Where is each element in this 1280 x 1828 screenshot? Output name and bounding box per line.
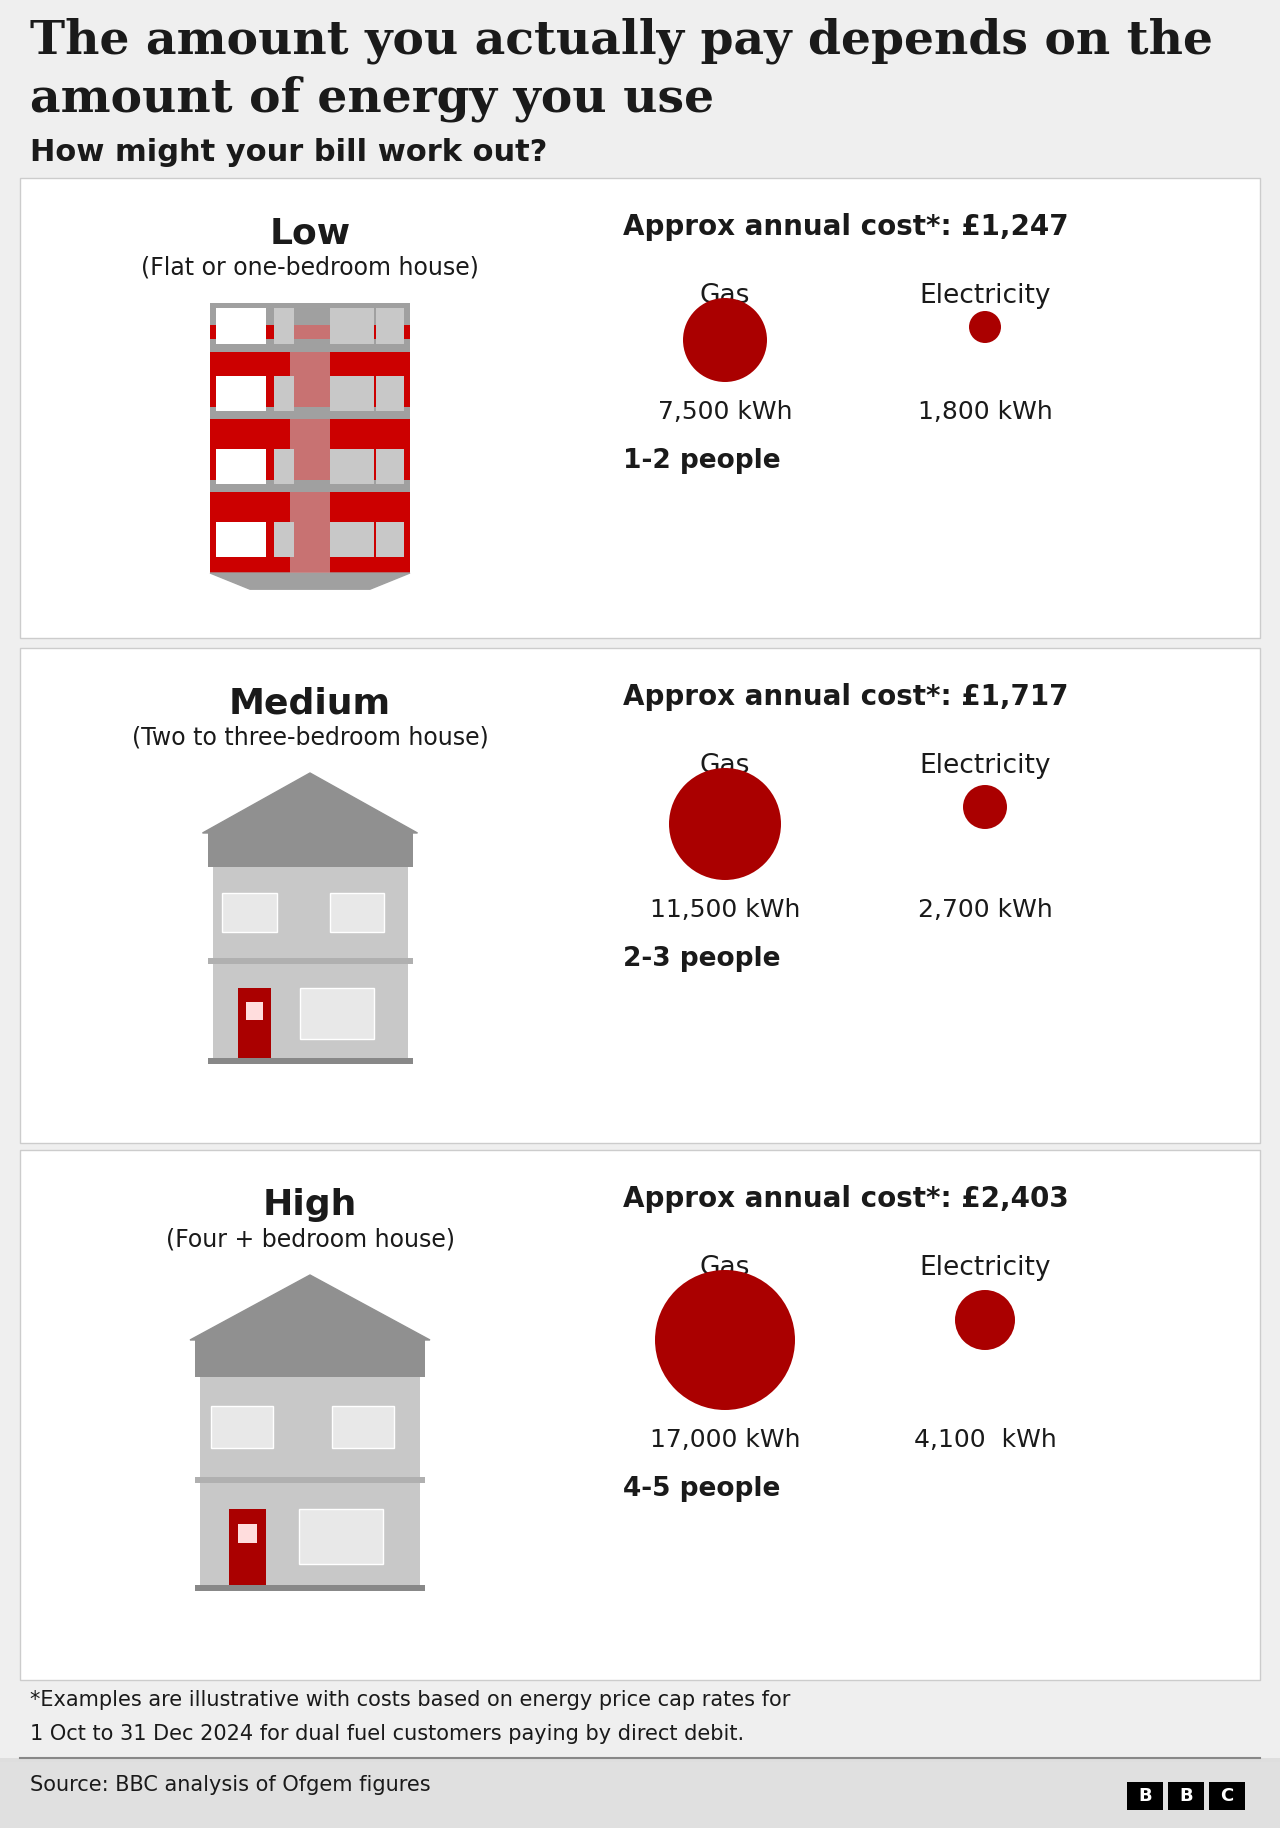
- Text: 17,000 kWh: 17,000 kWh: [650, 1428, 800, 1451]
- Text: 4-5 people: 4-5 people: [623, 1475, 781, 1503]
- Text: *Examples are illustrative with costs based on energy price cap rates for: *Examples are illustrative with costs ba…: [29, 1691, 790, 1709]
- Text: Gas: Gas: [700, 753, 750, 779]
- Bar: [229, 1510, 266, 1585]
- Bar: [210, 325, 410, 572]
- FancyBboxPatch shape: [20, 177, 1260, 638]
- Text: Source: BBC analysis of Ofgem figures: Source: BBC analysis of Ofgem figures: [29, 1775, 430, 1795]
- Text: 1-2 people: 1-2 people: [623, 448, 781, 473]
- Bar: [216, 521, 266, 558]
- Text: 4,100  kWh: 4,100 kWh: [914, 1428, 1056, 1451]
- Text: 1 Oct to 31 Dec 2024 for dual fuel customers paying by direct debit.: 1 Oct to 31 Dec 2024 for dual fuel custo…: [29, 1724, 744, 1744]
- Bar: [195, 1585, 425, 1590]
- Text: Electricity: Electricity: [919, 1256, 1051, 1281]
- Polygon shape: [202, 773, 417, 834]
- Bar: [195, 1477, 425, 1483]
- Bar: [246, 1002, 262, 1020]
- Bar: [207, 958, 412, 963]
- Text: Approx annual cost*: £2,403: Approx annual cost*: £2,403: [623, 1185, 1069, 1214]
- Bar: [1210, 1782, 1245, 1810]
- Text: High: High: [262, 1188, 357, 1221]
- Bar: [216, 377, 266, 411]
- Bar: [1169, 1782, 1204, 1810]
- Bar: [274, 521, 294, 558]
- Bar: [274, 450, 294, 484]
- Bar: [330, 309, 374, 344]
- Bar: [376, 377, 404, 411]
- Text: Gas: Gas: [700, 283, 750, 309]
- Text: The amount you actually pay depends on the: The amount you actually pay depends on t…: [29, 18, 1213, 64]
- Bar: [376, 450, 404, 484]
- Bar: [330, 377, 374, 411]
- Bar: [210, 303, 410, 325]
- Bar: [210, 340, 410, 351]
- Bar: [207, 1058, 412, 1064]
- Text: amount of energy you use: amount of energy you use: [29, 75, 714, 121]
- Polygon shape: [210, 572, 410, 589]
- Text: (Four + bedroom house): (Four + bedroom house): [165, 1228, 454, 1252]
- Bar: [1126, 1782, 1164, 1810]
- Text: (Flat or one-bedroom house): (Flat or one-bedroom house): [141, 256, 479, 280]
- Text: 2-3 people: 2-3 people: [623, 947, 781, 972]
- Bar: [274, 377, 294, 411]
- Bar: [216, 450, 266, 484]
- Bar: [376, 521, 404, 558]
- Text: Medium: Medium: [229, 686, 392, 720]
- Text: Approx annual cost*: £1,247: Approx annual cost*: £1,247: [623, 214, 1069, 241]
- Ellipse shape: [963, 784, 1007, 830]
- Text: 1,800 kWh: 1,800 kWh: [918, 400, 1052, 424]
- Text: Electricity: Electricity: [919, 283, 1051, 309]
- Text: 11,500 kWh: 11,500 kWh: [650, 898, 800, 921]
- Text: (Two to three-bedroom house): (Two to three-bedroom house): [132, 726, 489, 749]
- Bar: [223, 894, 276, 932]
- Ellipse shape: [655, 1270, 795, 1409]
- Bar: [211, 1406, 273, 1448]
- Bar: [210, 479, 410, 492]
- Text: Approx annual cost*: £1,717: Approx annual cost*: £1,717: [623, 684, 1069, 711]
- Text: C: C: [1220, 1788, 1234, 1804]
- Polygon shape: [189, 1274, 430, 1340]
- Text: 7,500 kWh: 7,500 kWh: [658, 400, 792, 424]
- Bar: [332, 1406, 394, 1448]
- Bar: [291, 325, 330, 572]
- Text: Low: Low: [269, 216, 351, 250]
- Bar: [376, 309, 404, 344]
- Bar: [200, 1375, 420, 1585]
- Bar: [210, 408, 410, 419]
- Bar: [300, 1510, 383, 1565]
- Text: B: B: [1179, 1788, 1193, 1804]
- Ellipse shape: [669, 768, 781, 879]
- Text: How might your bill work out?: How might your bill work out?: [29, 137, 548, 166]
- Bar: [195, 1340, 425, 1376]
- Bar: [330, 450, 374, 484]
- FancyBboxPatch shape: [20, 647, 1260, 1142]
- Bar: [274, 309, 294, 344]
- Bar: [238, 1525, 257, 1543]
- Ellipse shape: [684, 298, 767, 382]
- Bar: [207, 834, 412, 866]
- Text: Gas: Gas: [700, 1256, 750, 1281]
- Text: B: B: [1138, 1788, 1152, 1804]
- Bar: [216, 309, 266, 344]
- Text: Electricity: Electricity: [919, 753, 1051, 779]
- Bar: [330, 521, 374, 558]
- Bar: [0, 1762, 1280, 1828]
- Ellipse shape: [969, 311, 1001, 344]
- Bar: [212, 865, 407, 1058]
- Text: 2,700 kWh: 2,700 kWh: [918, 898, 1052, 921]
- Bar: [238, 989, 271, 1058]
- Ellipse shape: [955, 1291, 1015, 1351]
- Bar: [301, 989, 374, 1038]
- Bar: [329, 894, 384, 932]
- FancyBboxPatch shape: [20, 1150, 1260, 1680]
- Bar: [0, 1759, 1280, 1828]
